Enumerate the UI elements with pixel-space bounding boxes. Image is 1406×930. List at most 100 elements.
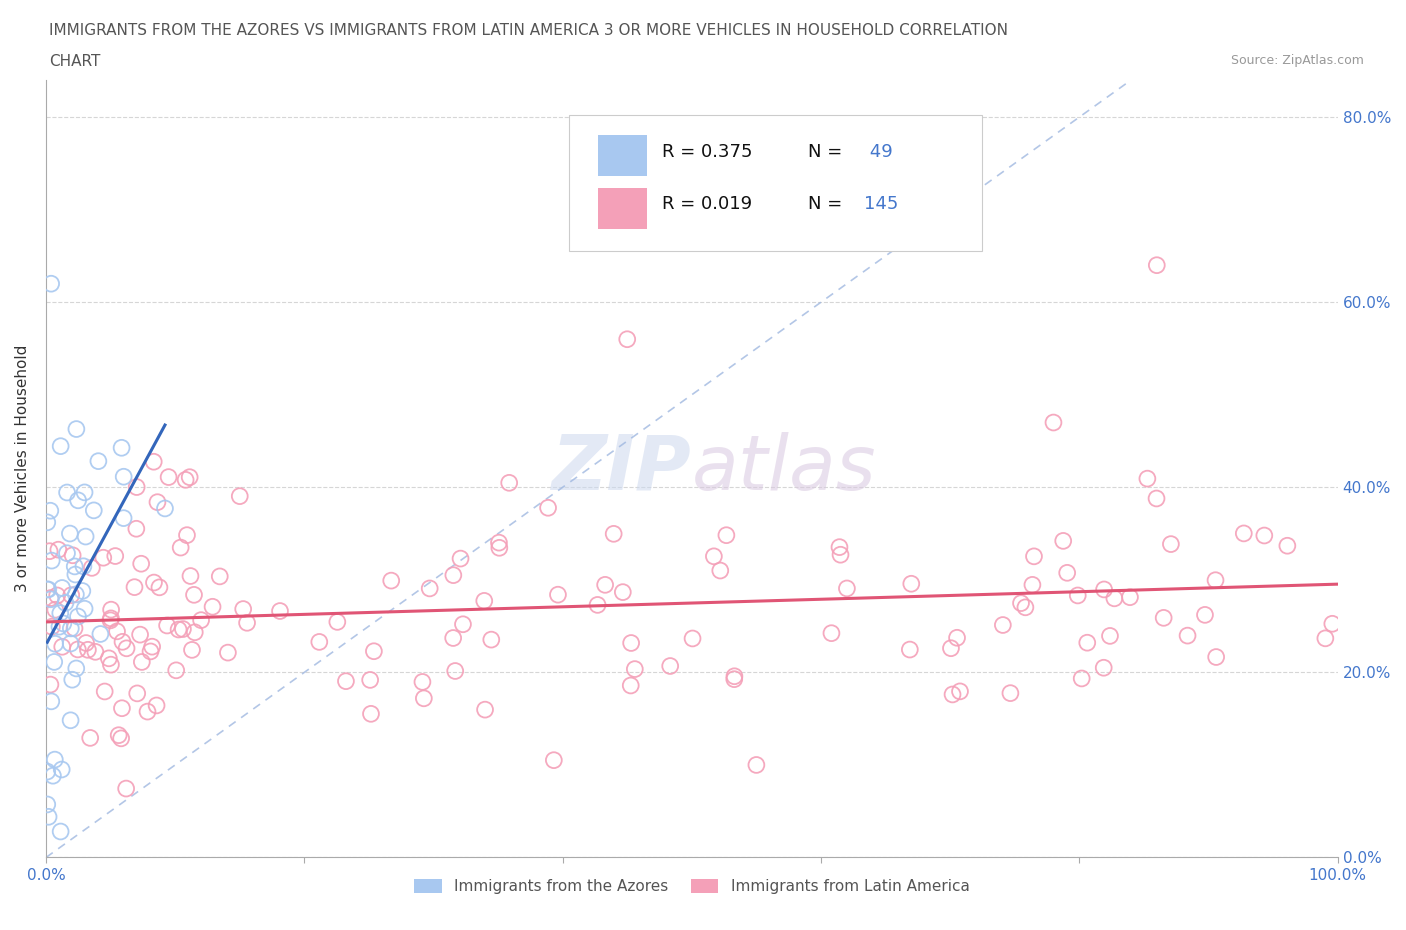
Point xyxy=(157,470,180,485)
Point xyxy=(269,604,291,618)
Point xyxy=(1160,537,1182,551)
Point xyxy=(75,635,97,650)
Point xyxy=(115,641,138,656)
Point xyxy=(112,470,135,485)
Text: Source: ZipAtlas.com: Source: ZipAtlas.com xyxy=(1230,54,1364,67)
Point xyxy=(112,511,135,525)
Point xyxy=(73,485,96,499)
Point xyxy=(139,644,162,658)
Point xyxy=(703,549,725,564)
Point xyxy=(148,580,170,595)
Point xyxy=(1153,610,1175,625)
Point xyxy=(125,522,148,537)
Point xyxy=(91,551,114,565)
Point xyxy=(65,587,87,602)
Point xyxy=(156,618,179,633)
Text: N =: N = xyxy=(808,195,842,214)
Point xyxy=(1092,660,1115,675)
Point xyxy=(97,651,120,666)
Point xyxy=(498,475,520,490)
Point xyxy=(75,529,97,544)
Point xyxy=(232,602,254,617)
Point xyxy=(100,611,122,626)
Point xyxy=(87,454,110,469)
Point xyxy=(39,694,62,709)
Point xyxy=(620,678,643,693)
Point xyxy=(41,553,63,568)
Point xyxy=(543,752,565,767)
Point xyxy=(63,559,86,574)
Point xyxy=(42,768,65,783)
Point xyxy=(360,707,382,722)
Point xyxy=(125,480,148,495)
Y-axis label: 3 or more Vehicles in Household: 3 or more Vehicles in Household xyxy=(15,345,30,592)
Point xyxy=(586,597,609,612)
Point xyxy=(51,580,73,595)
Point xyxy=(1205,573,1227,588)
Point xyxy=(451,617,474,631)
Point xyxy=(830,547,852,562)
Point xyxy=(359,672,381,687)
Point xyxy=(141,639,163,654)
Point xyxy=(620,635,643,650)
Point xyxy=(107,728,129,743)
Point xyxy=(38,544,60,559)
Point xyxy=(488,535,510,550)
Point xyxy=(52,616,75,631)
Point xyxy=(179,470,201,485)
Point xyxy=(217,645,239,660)
Point xyxy=(1233,526,1256,541)
Point xyxy=(1146,258,1168,272)
Point xyxy=(537,500,560,515)
Point xyxy=(110,440,132,455)
Point xyxy=(593,578,616,592)
Point xyxy=(55,595,77,610)
Point xyxy=(56,485,79,500)
Point xyxy=(335,673,357,688)
Point xyxy=(363,644,385,658)
Point xyxy=(66,642,89,657)
Point xyxy=(184,625,207,640)
Point xyxy=(127,686,149,701)
Point xyxy=(1315,631,1337,645)
Point xyxy=(488,540,510,555)
Point xyxy=(412,691,434,706)
Point xyxy=(59,636,82,651)
Text: 49: 49 xyxy=(863,142,893,161)
Point xyxy=(39,677,62,692)
Point xyxy=(479,632,502,647)
Point xyxy=(183,588,205,603)
Point xyxy=(59,526,82,541)
Point xyxy=(145,698,167,713)
Point xyxy=(900,577,922,591)
Point xyxy=(1052,534,1074,549)
Text: 145: 145 xyxy=(863,195,898,214)
Point xyxy=(201,599,224,614)
Point xyxy=(37,515,59,530)
Point xyxy=(326,615,349,630)
Point xyxy=(745,758,768,773)
Point xyxy=(723,669,745,684)
Point xyxy=(65,421,87,436)
Point xyxy=(1253,528,1275,543)
Text: CHART: CHART xyxy=(49,54,101,69)
Point xyxy=(1014,600,1036,615)
Point xyxy=(49,439,72,454)
Point xyxy=(616,332,638,347)
Point xyxy=(165,663,187,678)
Point xyxy=(1000,685,1022,700)
Point xyxy=(1076,635,1098,650)
Point xyxy=(136,704,159,719)
Point xyxy=(59,621,82,636)
Point xyxy=(450,551,472,566)
Point xyxy=(37,797,59,812)
Point xyxy=(66,609,89,624)
Point xyxy=(624,661,647,676)
Point xyxy=(44,752,66,767)
Point xyxy=(1067,588,1090,603)
Point xyxy=(72,559,94,574)
Text: ZIP: ZIP xyxy=(553,432,692,506)
Point xyxy=(172,621,194,636)
Point xyxy=(115,781,138,796)
Point xyxy=(441,567,464,582)
